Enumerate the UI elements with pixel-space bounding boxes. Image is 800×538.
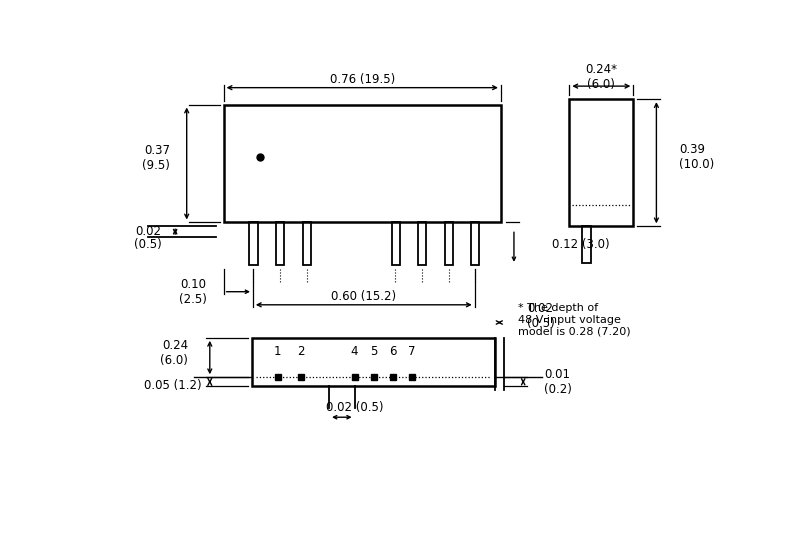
Text: 0.02: 0.02	[135, 225, 162, 238]
Text: 0.02 (0.5): 0.02 (0.5)	[326, 401, 383, 414]
Bar	[445, 222, 453, 265]
Text: 0.01
(0.2): 0.01 (0.2)	[544, 368, 572, 396]
Text: 0.02
(0.5): 0.02 (0.5)	[527, 302, 554, 330]
Text: 0.24
(6.0): 0.24 (6.0)	[160, 339, 188, 367]
Text: 0.05 (1.2): 0.05 (1.2)	[145, 379, 202, 392]
Text: (0.5): (0.5)	[134, 238, 162, 251]
Bar	[276, 222, 285, 265]
Bar	[249, 222, 258, 265]
Text: 0.76 (19.5): 0.76 (19.5)	[330, 74, 395, 87]
Text: 0.10
(2.5): 0.10 (2.5)	[179, 278, 206, 306]
Text: 0.60 (15.2): 0.60 (15.2)	[331, 290, 396, 303]
Text: 0.37
(9.5): 0.37 (9.5)	[142, 144, 170, 172]
Bar	[391, 222, 400, 265]
Text: * The depth of
48 V input voltage
model is 0.28 (7.20): * The depth of 48 V input voltage model …	[518, 303, 630, 336]
Bar	[570, 99, 634, 226]
Text: 2: 2	[297, 345, 305, 358]
Text: 0.24*
(6.0): 0.24* (6.0)	[586, 63, 618, 91]
Text: 5: 5	[370, 345, 378, 358]
Bar	[224, 104, 501, 222]
Bar	[471, 222, 479, 265]
Bar	[582, 226, 591, 263]
Bar	[418, 222, 426, 265]
Text: 6: 6	[390, 345, 397, 358]
Text: 1: 1	[274, 345, 282, 358]
Text: 4: 4	[351, 345, 358, 358]
Bar	[303, 222, 311, 265]
Bar	[252, 338, 494, 386]
Text: 7: 7	[408, 345, 415, 358]
Text: 0.39
(10.0): 0.39 (10.0)	[679, 143, 714, 171]
Text: 0.12 (3.0): 0.12 (3.0)	[553, 238, 610, 251]
